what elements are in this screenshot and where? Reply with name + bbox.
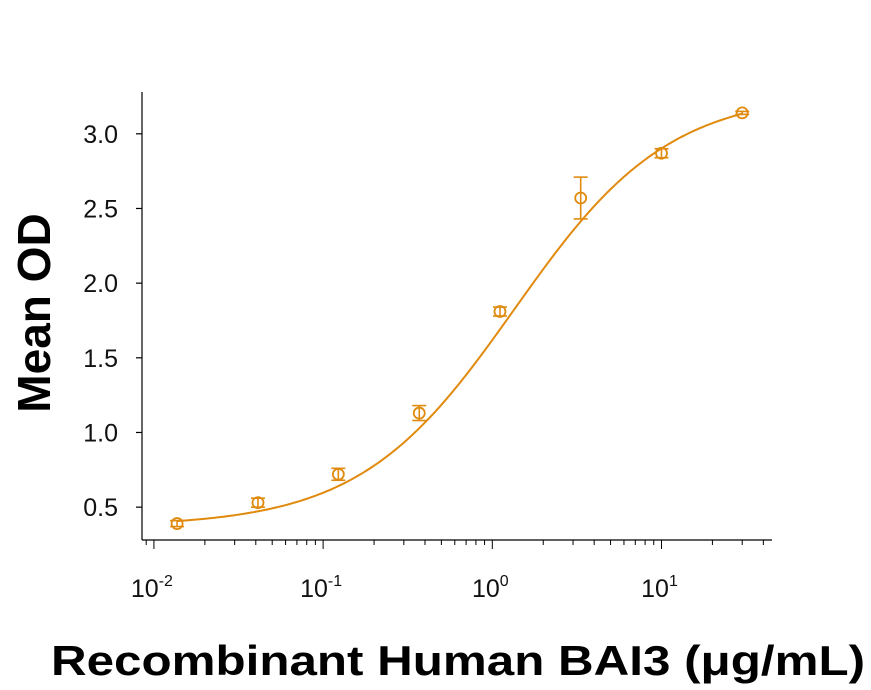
x-tick-label: 100 (472, 573, 509, 603)
y-tick-label: 2.5 (83, 195, 118, 223)
axes (141, 92, 772, 541)
point-marker (493, 305, 507, 318)
point-marker (170, 517, 184, 530)
data-points (170, 106, 750, 530)
y-axis-ticks: 0.5 1.0 1.5 2.0 2.5 3.0 (83, 121, 142, 522)
data-point (573, 176, 588, 220)
y-tick-label: 1.0 (83, 419, 118, 447)
point-marker (735, 106, 749, 120)
data-point (654, 146, 669, 160)
data-point (331, 467, 346, 482)
point-marker (412, 406, 426, 420)
y-tick-label: 1.5 (83, 345, 118, 373)
point-marker (251, 496, 265, 510)
y-tick-label: 0.5 (83, 494, 118, 522)
data-point (250, 496, 265, 510)
y-tick-label: 3.0 (83, 121, 118, 149)
y-axis-label: Mean OD (8, 213, 60, 412)
y-tick-label: 2.0 (83, 270, 118, 298)
data-point (492, 305, 507, 318)
fit-curve (176, 112, 743, 523)
data-point (170, 517, 185, 530)
data-point (412, 404, 427, 422)
x-tick-label: 10-2 (131, 573, 173, 603)
x-tick-label: 101 (641, 573, 678, 603)
data-point (735, 106, 750, 120)
point-marker (574, 191, 588, 205)
point-marker (655, 146, 668, 160)
x-axis-ticks: 10-2 10-1 100 101 (131, 540, 764, 603)
x-axis-label: Recombinant Human BAI3 (μg/mL) (51, 637, 865, 684)
point-marker (331, 467, 345, 481)
x-tick-label: 10-1 (300, 573, 342, 603)
